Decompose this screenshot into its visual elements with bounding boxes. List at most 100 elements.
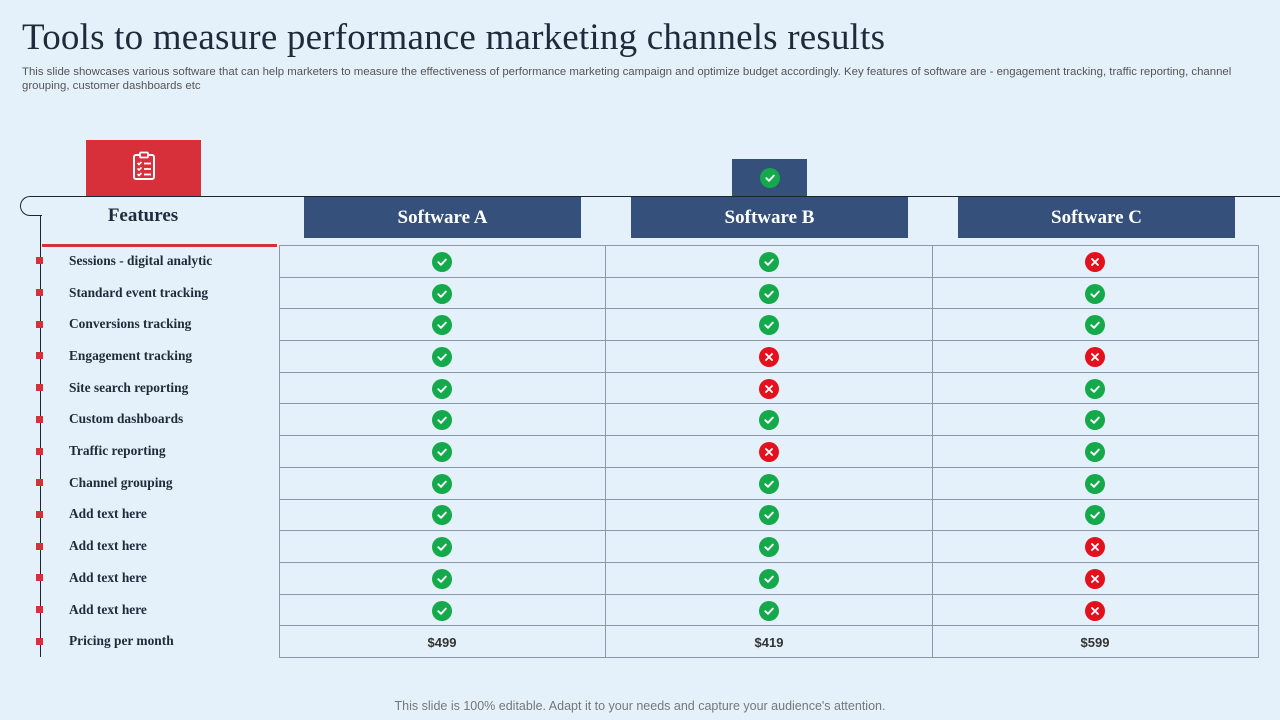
divider-curve	[20, 196, 42, 216]
table-cell	[606, 246, 932, 278]
price-value: $419	[754, 634, 784, 650]
table-cell	[279, 341, 605, 373]
check-circle-icon	[1085, 283, 1105, 304]
feature-label: Add text here	[69, 569, 147, 585]
x-circle-icon	[759, 346, 779, 367]
table-cell	[279, 436, 605, 468]
check-circle-icon	[759, 600, 779, 621]
table-row	[279, 405, 1259, 437]
table-cell	[932, 595, 1258, 627]
check-circle-icon	[1085, 442, 1105, 463]
footer-note: This slide is 100% editable. Adapt it to…	[394, 699, 886, 713]
table-cell	[932, 341, 1258, 373]
feature-label: Add text here	[69, 601, 147, 617]
table-cell	[279, 468, 605, 500]
feature-row: Add text here	[36, 499, 147, 531]
x-circle-icon	[759, 378, 779, 399]
check-circle-icon	[432, 442, 452, 463]
clipboard-checklist-icon	[132, 151, 156, 186]
table-cell	[606, 531, 932, 563]
table-row	[279, 468, 1259, 500]
feature-row: Add text here	[36, 562, 147, 594]
column-divider	[932, 246, 933, 658]
check-circle-icon	[432, 283, 452, 304]
bullet-marker	[36, 257, 43, 265]
table-row	[279, 309, 1259, 342]
table-cell	[279, 500, 605, 532]
table-cell	[606, 563, 932, 595]
table-cell	[279, 309, 605, 341]
table-row	[279, 246, 1259, 278]
page-title: Tools to measure performance marketing c…	[22, 17, 886, 58]
bullet-marker	[36, 574, 43, 582]
table-cell	[932, 309, 1258, 341]
check-circle-icon	[1085, 378, 1105, 399]
bullet-marker	[36, 289, 43, 297]
check-circle-icon	[1085, 410, 1105, 431]
check-circle-icon	[432, 505, 452, 526]
table-cell	[932, 468, 1258, 500]
feature-label: Pricing per month	[69, 633, 174, 649]
feature-label: Conversions tracking	[69, 316, 192, 332]
table-cell	[932, 373, 1258, 405]
table-cell	[279, 531, 605, 563]
check-circle-icon	[1085, 505, 1105, 526]
table-row	[279, 563, 1259, 595]
x-circle-icon	[1085, 537, 1105, 558]
column-divider	[605, 246, 606, 658]
feature-row: Engagement tracking	[36, 340, 192, 372]
page-subtitle: This slide showcases various software th…	[22, 66, 1232, 92]
feature-row: Sessions - digital analytic	[36, 245, 212, 277]
check-circle-icon	[759, 473, 779, 494]
check-circle-icon	[432, 537, 452, 558]
bullet-marker	[36, 542, 43, 550]
table-cell	[279, 595, 605, 627]
feature-timeline-line	[40, 215, 41, 657]
bullet-marker	[36, 510, 43, 518]
table-cell	[932, 500, 1258, 532]
table-cell	[279, 246, 605, 278]
table-cell	[932, 246, 1258, 278]
table-cell	[606, 468, 932, 500]
x-circle-icon	[759, 442, 779, 463]
table-row	[279, 278, 1259, 310]
table-cell	[606, 436, 932, 468]
table-cell	[606, 500, 932, 532]
bullet-marker	[36, 447, 43, 455]
bullet-marker	[36, 352, 43, 360]
x-circle-icon	[1085, 600, 1105, 621]
check-circle-icon	[759, 283, 779, 304]
feature-label: Custom dashboards	[69, 411, 184, 427]
bullet-marker	[36, 415, 43, 423]
feature-row: Custom dashboards	[36, 404, 183, 436]
column-header-software-b: Software B	[631, 197, 908, 238]
check-circle-icon	[432, 568, 452, 589]
bullet-marker	[36, 637, 43, 645]
column-header-software-a: Software A	[304, 197, 581, 238]
table-row	[279, 500, 1259, 532]
check-circle-icon	[432, 600, 452, 621]
table-cell	[932, 531, 1258, 563]
table-cell	[606, 373, 932, 405]
table-cell	[932, 278, 1258, 310]
table-cell	[279, 278, 605, 310]
table-cell	[279, 373, 605, 405]
table-row	[279, 373, 1259, 405]
check-circle-icon	[1085, 315, 1105, 336]
bullet-marker	[36, 606, 43, 614]
features-underline	[42, 244, 277, 247]
check-circle-icon	[432, 251, 452, 272]
table-cell	[606, 341, 932, 373]
check-circle-icon	[759, 251, 779, 272]
highlight-tab	[732, 159, 807, 197]
check-circle-icon	[432, 473, 452, 494]
feature-row: Conversions tracking	[36, 308, 191, 340]
feature-label: Add text here	[69, 506, 147, 522]
table-cell	[606, 405, 932, 437]
table-row	[279, 595, 1259, 627]
table-cell	[606, 278, 932, 310]
check-circle-icon	[432, 346, 452, 367]
check-circle-icon	[432, 410, 452, 431]
table-row	[279, 341, 1259, 373]
check-circle-icon	[432, 378, 452, 399]
